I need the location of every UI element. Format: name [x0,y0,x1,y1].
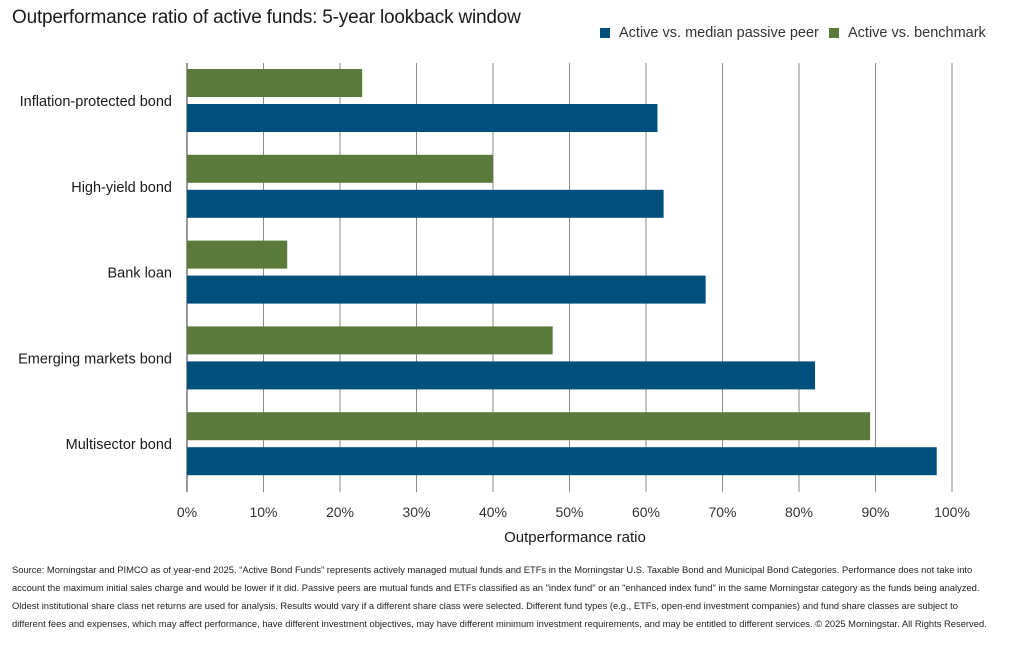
chart-title: Outperformance ratio of active funds: 5-… [12,7,521,28]
category-label: Multisector bond [66,437,172,453]
x-tick-label: 0% [177,504,197,520]
x-tick-label: 20% [326,504,354,520]
legend-swatch-benchmark [829,28,839,38]
category-label: Bank loan [108,266,173,282]
legend-item-passive-peer: Active vs. median passive peer [600,25,819,41]
x-tick-label: 50% [555,504,583,520]
legend-label-benchmark: Active vs. benchmark [848,25,986,41]
category-labels: Inflation-protected bond High-yield bond B… [18,94,172,453]
bar-passive-peer-multisector-bond [187,447,937,476]
category-label: High-yield bond [71,180,172,196]
bar-benchmark-high-yield-bond [187,154,493,183]
bar-passive-peer-high-yield-bond [187,189,664,218]
x-tick-label: 10% [249,504,277,520]
x-tick-label: 80% [785,504,813,520]
bar-benchmark-inflation-protected-bond [187,69,363,97]
bar-passive-peer-bank-loan [187,275,706,304]
legend-label-passive-peer: Active vs. median passive peer [619,25,819,41]
bar-benchmark-multisector-bond [187,412,871,441]
x-tick-label: 40% [479,504,507,520]
x-tick-label: 90% [861,504,889,520]
category-label: Inflation-protected bond [20,94,172,110]
x-tick-labels: 0% 10% 20% 30% 40% 50% 60% 70% 80% 90% 100% [177,504,970,520]
bar-benchmark-emerging-markets-bond [187,326,553,355]
legend-swatch-passive-peer [600,28,610,38]
bar-chart: Inflation-protected bond High-yield bond B… [18,63,970,546]
x-tick-label: 30% [402,504,430,520]
footnote: Source: Morningstar and PIMCO as of year… [12,564,987,629]
bar-passive-peer-inflation-protected-bond [187,104,658,132]
x-tick-label: 60% [632,504,660,520]
x-tick-label: 100% [934,504,970,520]
category-label: Emerging markets bond [18,351,172,367]
x-tick-label: 70% [708,504,736,520]
bar-passive-peer-emerging-markets-bond [187,361,816,390]
bars [187,69,937,476]
legend-item-benchmark: Active vs. benchmark [829,25,986,41]
x-axis-label: Outperformance ratio [504,529,646,546]
bar-benchmark-bank-loan [187,240,288,269]
